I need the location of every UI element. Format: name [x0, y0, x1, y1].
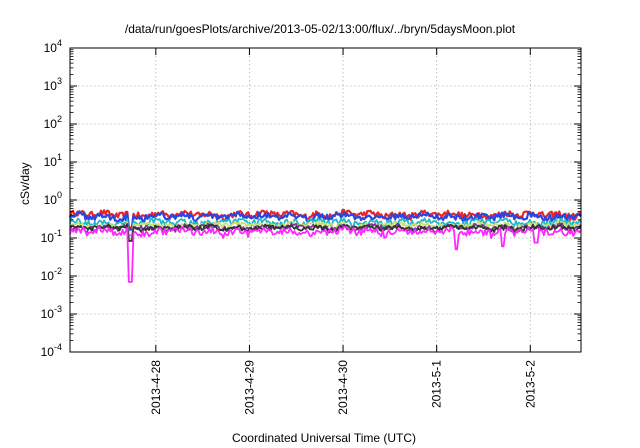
- y-tick-label: 104: [44, 38, 62, 55]
- x-tick-label: 2013-5-2: [523, 360, 537, 408]
- y-tick-label: 103: [44, 76, 62, 93]
- y-tick-label: 10-2: [41, 266, 62, 283]
- y-tick-label: 101: [44, 152, 62, 169]
- x-tick-label: 2013-4-28: [149, 360, 163, 415]
- series-lines: [68, 208, 582, 283]
- series-line: [69, 210, 582, 231]
- y-tick-label: 10-1: [41, 228, 62, 245]
- series-line: [69, 223, 582, 242]
- grid-lines: [70, 48, 581, 352]
- x-tick-label: 2013-4-30: [336, 360, 350, 415]
- y-tick-label: 10-4: [41, 342, 62, 359]
- x-tick-label: 2013-4-29: [242, 360, 256, 415]
- y-tick-label: 10-3: [41, 304, 62, 321]
- axis-ticks: 10-4 10-3 10-2 10-1 100 101 102 103 104 2013-4-28…: [41, 38, 581, 415]
- chart-title: /data/run/goesPlots/archive/2013-05-02/1…: [124, 22, 516, 36]
- series-line: [69, 220, 582, 240]
- y-tick-label: 102: [44, 114, 62, 131]
- series-line: [69, 225, 582, 283]
- x-axis-label: Coordinated Universal Time (UTC): [231, 431, 417, 445]
- x-tick-label: 2013-5-1: [430, 360, 444, 408]
- y-tick-label: 100: [44, 190, 62, 207]
